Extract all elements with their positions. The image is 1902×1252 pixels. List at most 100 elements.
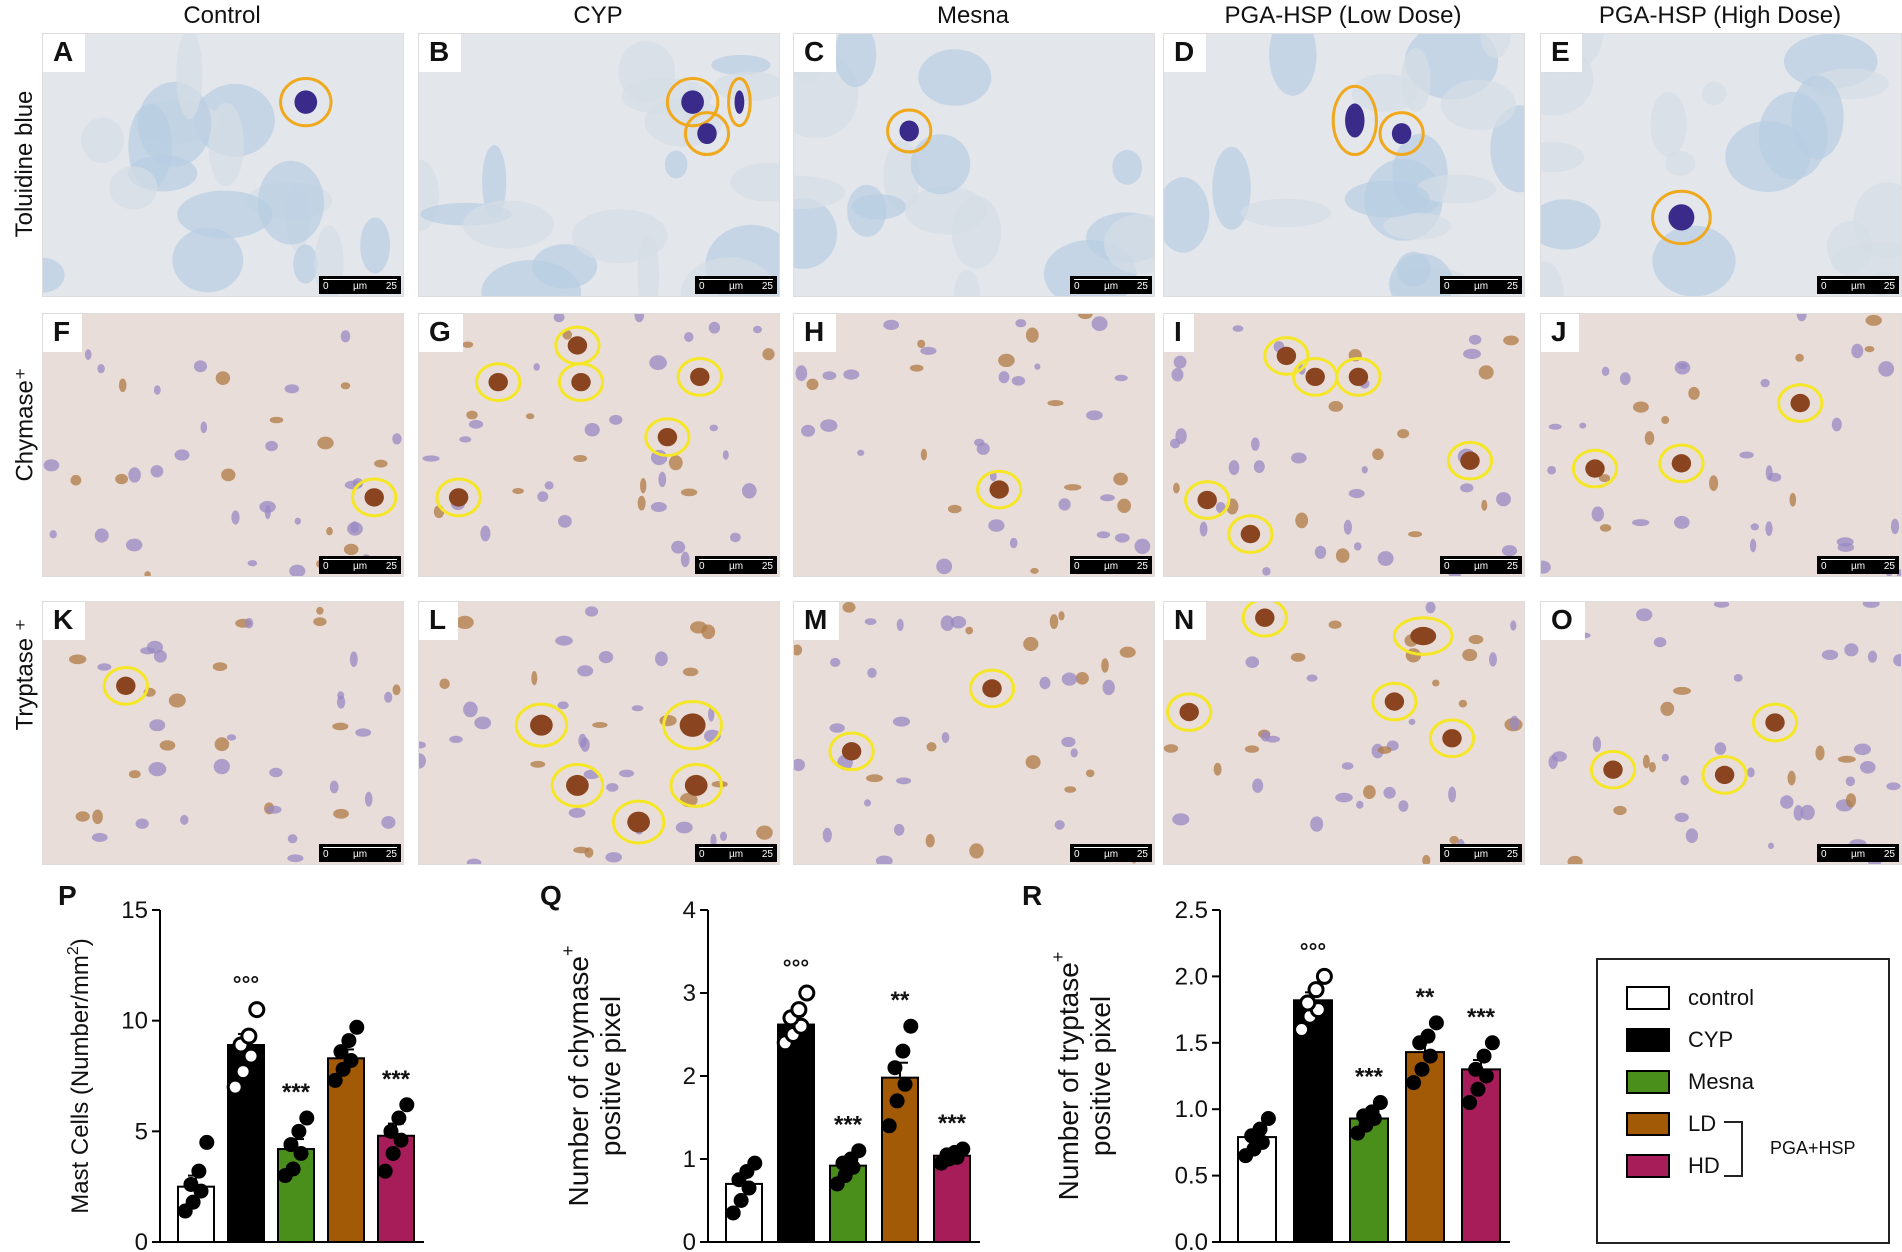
scale-bar-label: µm (1104, 281, 1119, 292)
scale-bar-label: µm (1474, 561, 1489, 572)
scale-bar-label: 0 (1074, 561, 1080, 572)
y-axis-label: Number of tryptase+ (1050, 952, 1084, 1201)
mast-cell (657, 427, 678, 447)
panel-letter: A (43, 34, 86, 72)
mast-cell (679, 713, 706, 737)
data-point (349, 1019, 365, 1035)
scale-bar-label: 25 (385, 561, 397, 572)
scale-bar-label: µm (1104, 849, 1119, 860)
panel-letter: E (1541, 34, 1582, 72)
cell-highlight-circle (475, 362, 522, 402)
micrograph-image (1164, 34, 1524, 296)
cell-highlight-circle (435, 477, 482, 518)
cell-highlight-circle (1571, 448, 1619, 489)
scale-bar-label: 25 (1883, 281, 1895, 292)
mast-cell (1460, 451, 1480, 470)
cell-highlight-circle (1263, 336, 1310, 376)
mast-cell (681, 90, 704, 114)
data-point (895, 1043, 911, 1059)
micrograph-image (43, 314, 403, 576)
cell-highlight-circle (828, 731, 875, 772)
significance-label: *** (1467, 1004, 1496, 1031)
cell-highlight-circle (550, 762, 605, 808)
column-title-mesna: Mesna (936, 2, 1010, 29)
mast-cell (364, 488, 384, 507)
legend-swatch-hd (1626, 1154, 1670, 1178)
cell-highlight-circle (1371, 681, 1418, 722)
panel-letter: B (419, 34, 462, 72)
y-tick-label: 10 (121, 1008, 148, 1035)
micrograph-image (1164, 602, 1524, 864)
cell-highlight-circle (1777, 383, 1824, 423)
data-point (1315, 967, 1333, 985)
scale-bar-label: µm (1851, 849, 1866, 860)
data-point (385, 1145, 401, 1161)
data-point (1428, 1015, 1444, 1031)
data-point (185, 1194, 201, 1210)
cell-highlight-circle (102, 666, 149, 706)
data-point (881, 1118, 897, 1134)
panel-letter: H (794, 314, 837, 352)
significance-label: *** (1355, 1064, 1384, 1091)
data-point (747, 1155, 763, 1171)
cell-highlight-circle (727, 77, 752, 128)
cell-highlight-circle (1392, 616, 1454, 656)
significance-label: *** (834, 1112, 863, 1139)
data-point (1307, 981, 1325, 999)
micrograph-image (43, 34, 403, 296)
micrograph-image (1541, 602, 1901, 864)
scale-bar: 0 µm 25 (319, 276, 401, 294)
micrograph-panel-g: G 0 µm 25 (418, 313, 780, 577)
scale-bar: 0 µm 25 (1070, 276, 1152, 294)
cell-highlight-circle (351, 477, 398, 518)
y-tick-label: 4 (683, 900, 696, 924)
column-title-cyp: CYP (573, 2, 623, 29)
micrograph-panel-l: L 0 µm 25 (418, 601, 780, 865)
micrograph-image (1541, 34, 1901, 296)
legend-swatch-ld (1626, 1112, 1670, 1136)
micrograph-image (419, 34, 779, 296)
scale-bar-label: 25 (1883, 849, 1895, 860)
scale-bar-label: 0 (699, 281, 705, 292)
mast-cell (1410, 626, 1437, 646)
significance-label: ** (1416, 984, 1435, 1011)
micrograph-image (1541, 314, 1901, 576)
bar-CYP (777, 1023, 815, 1244)
scale-bar-label: 25 (1136, 561, 1148, 572)
scale-bar-label: µm (1104, 561, 1119, 572)
panel-letter: G (419, 314, 463, 352)
mast-cell (1668, 204, 1695, 231)
data-point (1462, 1095, 1478, 1111)
y-axis-label: Number of chymase+ (560, 945, 594, 1206)
panel-letter: I (1164, 314, 1194, 352)
mast-cell (1348, 367, 1369, 387)
y-tick-label: 15 (121, 900, 148, 924)
mast-cell (1197, 490, 1217, 510)
data-point (955, 1141, 971, 1157)
data-point (1252, 1121, 1268, 1137)
data-point (191, 1163, 207, 1179)
y-axis-label-line2: positive pixel (1085, 996, 1116, 1156)
scale-bar-label: 0 (323, 849, 329, 860)
data-point (1478, 1068, 1494, 1084)
panel-letter: F (43, 314, 83, 352)
mast-cell (1671, 454, 1692, 473)
legend-label-control: control (1688, 985, 1755, 1010)
scale-bar-label: 0 (1444, 281, 1450, 292)
scale-bar-label: 25 (1883, 561, 1895, 572)
micrograph-panel-k: K 0 µm 25 (42, 601, 404, 865)
data-point (234, 1063, 252, 1081)
micrograph-panel-b: B 0 µm 25 (418, 33, 780, 297)
micrograph-panel-f: F 0 µm 25 (42, 313, 404, 577)
mast-cell (982, 679, 1002, 698)
mast-cell (627, 811, 650, 833)
data-point (1470, 1081, 1486, 1097)
y-tick-label: 0.5 (1175, 1163, 1208, 1190)
mast-cell (1790, 393, 1810, 413)
data-point (327, 1072, 343, 1088)
data-point (333, 1044, 349, 1060)
micrograph-panel-a: A 0 µm 25 (42, 33, 404, 297)
legend-item-ld: LD (1626, 1110, 1716, 1138)
data-point (798, 984, 816, 1002)
